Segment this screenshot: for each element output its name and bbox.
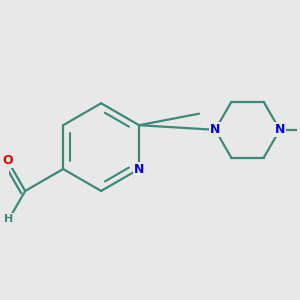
- Text: N: N: [134, 163, 144, 176]
- Text: N: N: [210, 123, 220, 136]
- Text: N: N: [274, 123, 285, 136]
- Text: O: O: [3, 154, 13, 167]
- Text: H: H: [4, 214, 14, 224]
